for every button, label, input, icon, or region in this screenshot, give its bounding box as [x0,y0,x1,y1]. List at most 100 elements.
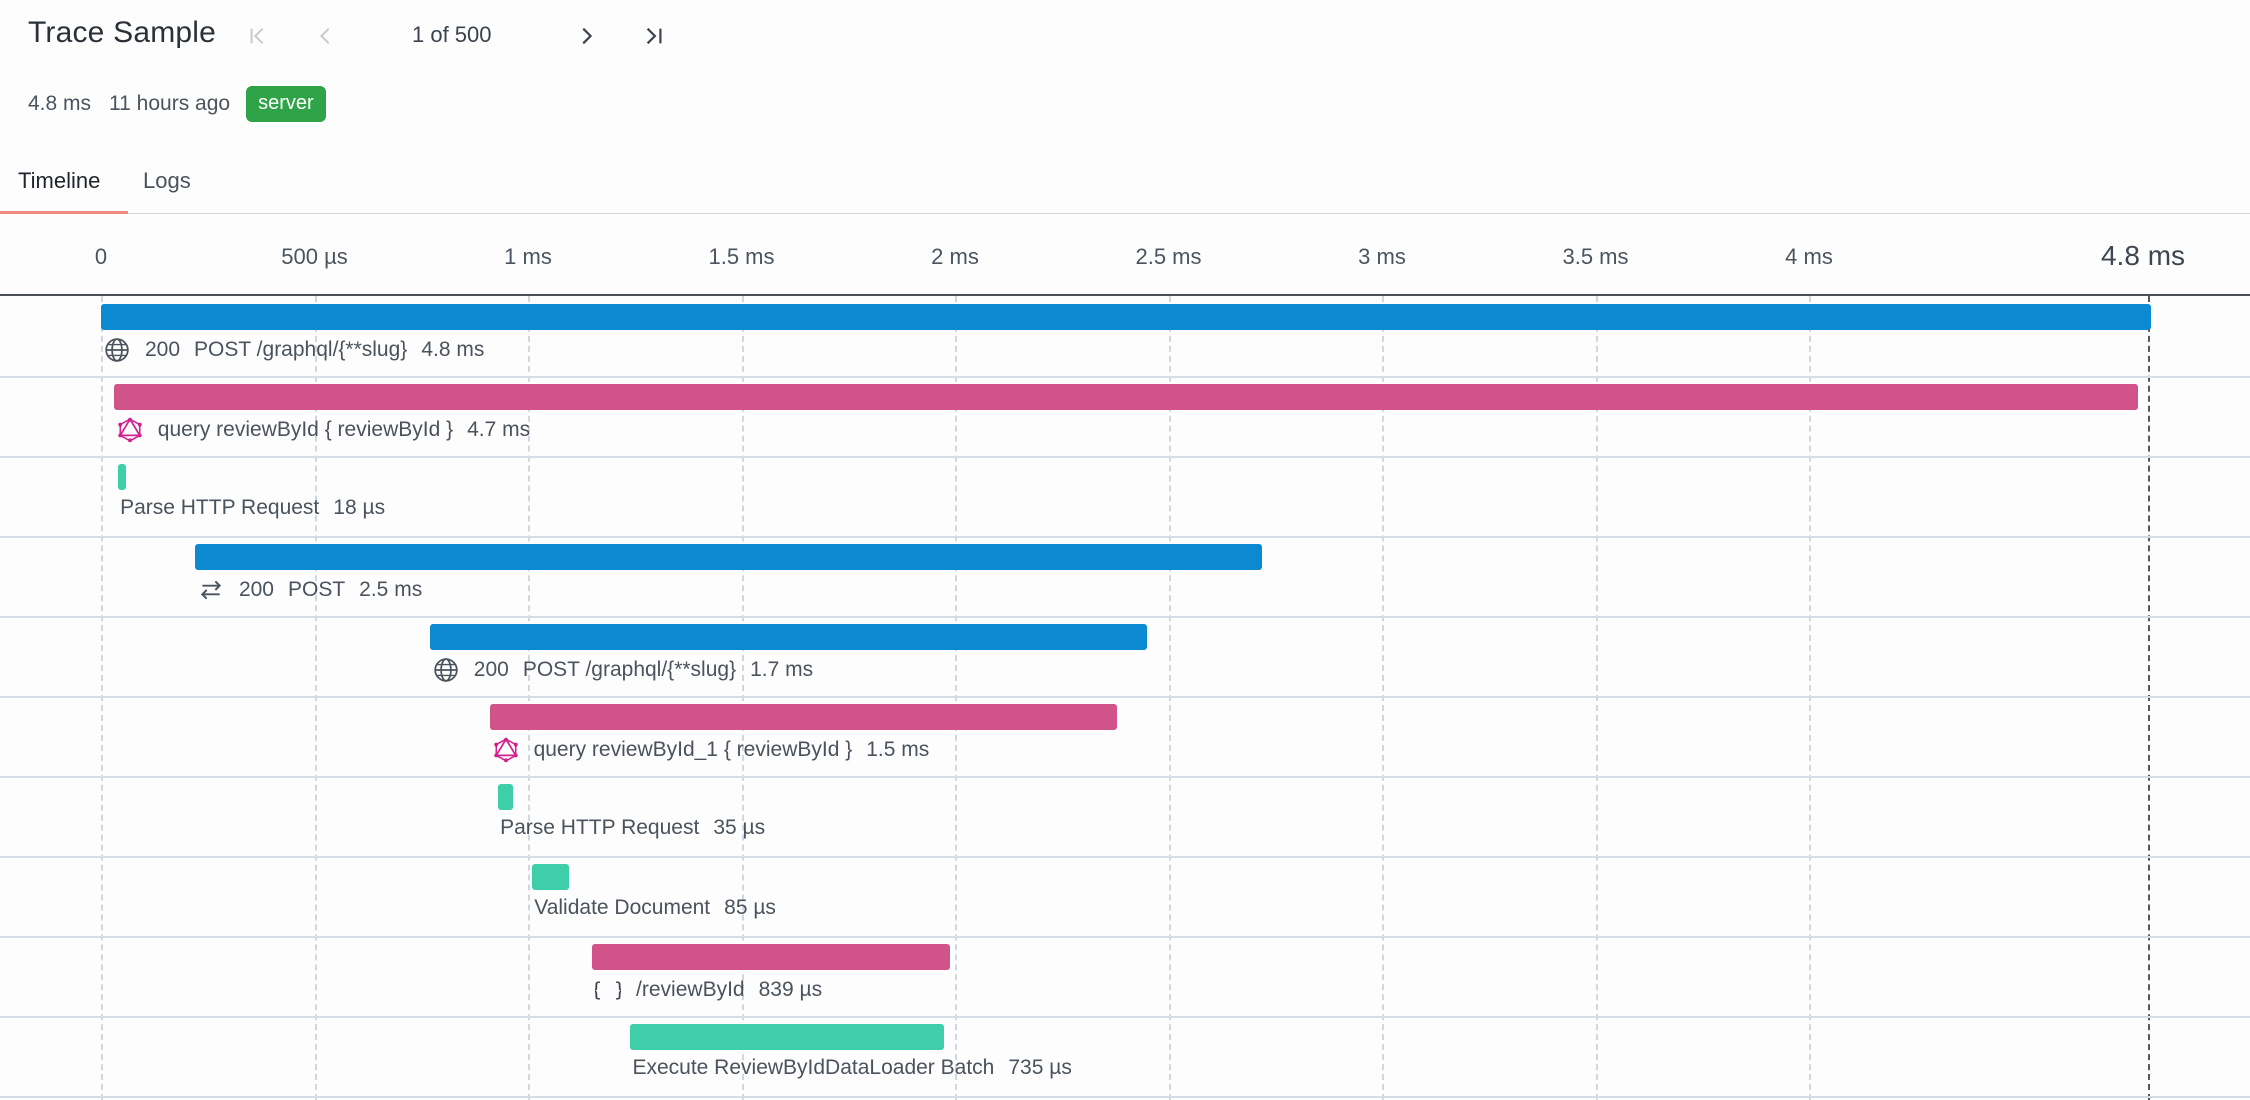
grid-line [741,296,744,1100]
trace-duration: 4.8 ms [28,92,92,115]
ruler-end-label: 4.8 ms [2100,240,2186,271]
trace-meta: 4.8 ms 11 hours ago server [28,86,326,122]
span-row[interactable]: Execute ReviewByIdDataLoader Batch 735 µs [0,1016,2250,1098]
grid-line [1382,296,1384,1100]
timeline-area: 200 POST /graphql/{**slug} 4.8 ms query rev… [0,296,2250,1100]
span-name: Validate Document [534,896,711,919]
span-row[interactable]: 200 POST 2.5 ms [0,536,2250,618]
span-duration: 1.5 ms [866,738,930,761]
grid-line [1595,296,1598,1100]
span-label: Execute ReviewByIdDataLoader Batch 735 µs [632,1056,1071,1080]
span-label: 200 POST /graphql/{**slug} 4.8 ms [103,336,484,364]
ruler-tick-label: 2.5 ms [1135,244,1202,269]
braces-icon: { } [594,976,622,1004]
span-label: { } /reviewById 839 µs [594,976,822,1004]
ruler-tick-label: 500 µs [281,244,348,269]
span-row[interactable]: query reviewById { reviewById } 4.7 ms [0,376,2250,458]
span-label: 200 POST /graphql/{**slug} 1.7 ms [432,656,813,684]
span-duration: 4.8 ms [421,338,485,361]
span-name: Parse HTTP Request [120,496,320,519]
tab-timeline[interactable]: Timeline [18,168,101,193]
next-page-button[interactable] [564,14,608,58]
span-bar[interactable] [118,464,127,490]
svg-text:{ }: { } [595,979,621,1002]
span-status: 200 [145,338,181,361]
span-duration: 18 µs [333,496,386,519]
ruler-tick-label: 2 ms [931,244,979,269]
span-label: Parse HTTP Request 18 µs [120,496,385,520]
span-bar[interactable] [532,864,569,890]
active-tab-indicator [0,211,128,214]
span-name: query reviewById_1 { reviewById } [533,738,853,761]
status-badge: server [246,86,326,122]
span-label: query reviewById_1 { reviewById } 1.5 ms [492,736,930,764]
exchange-icon [197,576,225,604]
grid-line [101,296,103,1100]
span-name: Execute ReviewByIdDataLoader Batch [632,1056,995,1079]
span-bar[interactable] [498,784,514,810]
span-duration: 4.7 ms [467,418,531,441]
span-name: query reviewById { reviewById } [157,418,454,441]
skip-first-icon [250,27,264,45]
span-row[interactable]: Validate Document 85 µs [0,856,2250,938]
chevron-right-icon [582,27,593,45]
span-name: POST /graphql/{**slug} [194,338,408,361]
span-label: query reviewById { reviewById } 4.7 ms [116,416,530,444]
tab-logs[interactable]: Logs [143,168,191,193]
span-duration: 85 µs [724,896,776,919]
span-bar[interactable] [592,944,951,970]
previous-page-button[interactable] [304,14,348,58]
span-bar[interactable] [489,704,1118,730]
span-row[interactable]: 200 POST /graphql/{**slug} 4.8 ms [0,296,2250,378]
span-bar[interactable] [194,544,1263,570]
tab-bar: Timeline Logs [0,158,2250,214]
span-name: Parse HTTP Request [500,816,700,839]
span-duration: 35 µs [713,816,766,839]
span-bar[interactable] [101,304,2151,330]
span-duration: 1.7 ms [750,658,814,681]
ruler-tick-label: 3.5 ms [1562,244,1629,269]
first-page-button[interactable] [236,14,280,58]
time-ruler: 0 500 µs 1 ms 1.5 ms 2 ms 2.5 ms 3 ms 3.5 ms 4 m… [0,214,2250,296]
graphql-icon [492,736,520,764]
span-status: 200 [238,578,274,601]
span-row[interactable]: Parse HTTP Request 35 µs [0,776,2250,858]
ruler-tick-label: 3 ms [1358,244,1406,269]
span-row[interactable]: 200 POST /graphql/{**slug} 1.7 ms [0,616,2250,698]
span-bar[interactable] [113,384,2138,410]
ruler-tick-label: 4 ms [1785,244,1833,269]
ruler-tick-label: 1.5 ms [708,244,775,269]
grid-line [314,296,317,1100]
grid-line [1168,296,1171,1100]
trace-end-line [2148,296,2150,1100]
ruler-tick-label: 1 ms [504,244,552,269]
span-name: POST /graphql/{**slug} [522,658,737,681]
ruler-tick-label: 0 [94,244,108,269]
grid-line [528,296,530,1100]
span-row[interactable]: query reviewById_1 { reviewById } 1.5 ms [0,696,2250,778]
span-bar[interactable] [630,1024,945,1050]
span-duration: 2.5 ms [359,578,423,601]
graphql-icon [116,416,144,444]
span-name: /reviewById [636,978,745,1001]
span-duration: 735 µs [1008,1056,1072,1079]
trace-age: 11 hours ago [109,92,231,115]
span-bar[interactable] [429,624,1148,650]
skip-last-icon [646,27,662,45]
last-page-button[interactable] [632,14,676,58]
chevron-left-icon [319,27,330,45]
span-row[interactable]: { } /reviewById 839 µs [0,936,2250,1018]
globe-icon [103,336,131,364]
span-row[interactable]: Parse HTTP Request 18 µs [0,456,2250,538]
span-name: POST [287,578,346,601]
pager-text: 1 of 500 [412,22,492,47]
span-label: Parse HTTP Request 35 µs [500,816,765,840]
grid-line [1809,296,1811,1100]
page-title: Trace Sample [28,16,217,49]
span-status: 200 [473,658,509,681]
span-label: 200 POST 2.5 ms [197,576,422,604]
span-duration: 839 µs [758,978,823,1001]
span-label: Validate Document 85 µs [534,896,776,920]
globe-icon [432,656,460,684]
